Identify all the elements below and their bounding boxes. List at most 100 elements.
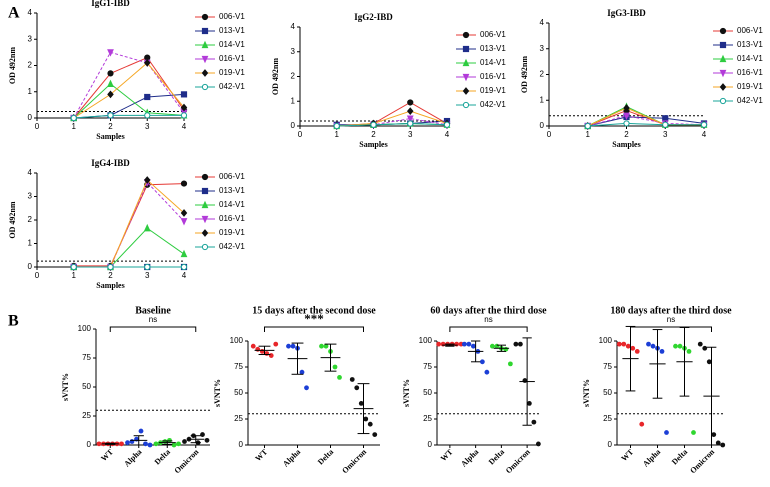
- marker: [144, 93, 151, 101]
- legend-label: 014-V1: [219, 40, 245, 49]
- y-tick-label: 0: [608, 440, 613, 449]
- y-tick-label: 0: [28, 113, 33, 122]
- y-tick-label: 4: [291, 22, 296, 31]
- data-point: [290, 343, 296, 349]
- marker: [333, 122, 340, 130]
- significance-bracket: [449, 326, 528, 332]
- data-point: [621, 341, 627, 347]
- marker: [143, 176, 151, 184]
- data-point: [138, 428, 144, 434]
- series-line: [336, 110, 448, 127]
- data-point: [125, 440, 130, 446]
- marker: [462, 101, 470, 109]
- x-tick-label: Omicron: [173, 447, 201, 475]
- marker: [201, 55, 209, 64]
- legend-label: 019-V1: [737, 82, 763, 91]
- y-tick-label: 3: [28, 192, 33, 201]
- legend-label: 013-V1: [219, 26, 245, 35]
- marker: [406, 115, 414, 123]
- data-point: [677, 343, 683, 349]
- marker: [201, 200, 209, 209]
- y-axis-label: OD 492nm: [271, 58, 280, 95]
- legend-label: 014-V1: [219, 200, 245, 209]
- x-tick-label: 2: [624, 130, 629, 139]
- marker: [623, 104, 630, 112]
- data-point: [646, 341, 651, 347]
- legend-label: 006-V1: [480, 30, 506, 39]
- marker: [180, 263, 188, 271]
- marker: [201, 13, 209, 21]
- y-tick-label: 0: [428, 440, 433, 449]
- x-tick-label: Delta: [153, 447, 172, 466]
- data-point: [484, 369, 490, 375]
- x-tick-label: 2: [108, 122, 113, 131]
- x-tick-label: 1: [72, 271, 77, 280]
- series-line: [587, 116, 705, 127]
- y-tick-label: 25: [234, 414, 243, 423]
- y-tick-label: 75: [82, 353, 91, 362]
- data-point: [354, 385, 360, 391]
- data-point: [200, 432, 205, 437]
- x-tick-label: Delta: [670, 447, 689, 466]
- x-tick-label: Omicron: [504, 447, 532, 475]
- data-point: [664, 430, 669, 435]
- y-tick-label: 0: [28, 262, 33, 271]
- y-tick-label: 0: [540, 121, 545, 130]
- data-point: [715, 440, 721, 446]
- chart-title: IgG3-IBD: [607, 8, 646, 18]
- x-tick-label: 2: [371, 130, 376, 139]
- x-tick-label: WT: [439, 447, 455, 463]
- legend-label: 042-V1: [480, 100, 506, 109]
- x-tick-label: 2: [108, 271, 113, 280]
- legend-label: 013-V1: [480, 44, 506, 53]
- data-point: [659, 349, 665, 354]
- data-point: [470, 343, 476, 349]
- data-point: [96, 441, 102, 447]
- marker: [662, 121, 669, 128]
- y-tick-label: 50: [234, 388, 243, 397]
- significance-bracket: [109, 326, 197, 332]
- y-axis-label: sVNT%: [402, 379, 411, 407]
- series-line: [587, 115, 705, 127]
- legend-label: 006-V1: [219, 172, 245, 181]
- series-line: [587, 122, 704, 127]
- y-tick-label: 4: [540, 18, 545, 27]
- legend-label: 042-V1: [737, 96, 763, 105]
- y-tick-label: 25: [603, 414, 612, 423]
- data-point: [686, 349, 692, 354]
- data-point: [517, 341, 523, 347]
- marker: [180, 249, 188, 258]
- marker: [180, 209, 188, 217]
- data-point: [630, 345, 636, 351]
- y-tick-label: 25: [82, 411, 91, 420]
- x-tick-label: 4: [182, 271, 187, 280]
- legend-label: 013-V1: [219, 186, 245, 195]
- data-point: [616, 341, 622, 347]
- y-tick-label: 100: [230, 336, 244, 345]
- x-tick-label: 4: [702, 130, 707, 139]
- significance-label: ***: [304, 311, 324, 326]
- data-point: [479, 359, 485, 365]
- data-point: [650, 343, 656, 349]
- y-tick-label: 3: [28, 34, 33, 43]
- y-axis-label: sVNT%: [213, 379, 222, 407]
- marker: [180, 112, 188, 119]
- y-axis-label: sVNT%: [61, 373, 70, 401]
- data-point: [349, 377, 355, 382]
- data-point: [332, 364, 338, 370]
- data-point: [673, 343, 678, 349]
- x-axis-label: Samples: [359, 140, 387, 149]
- series-line: [73, 83, 185, 119]
- marker: [623, 120, 630, 127]
- y-tick-label: 50: [82, 382, 91, 391]
- x-tick-label: 1: [335, 130, 340, 139]
- data-point: [323, 343, 329, 349]
- data-point: [129, 439, 135, 444]
- series-line: [73, 179, 185, 268]
- marker: [370, 121, 377, 128]
- y-tick-label: 0: [239, 440, 244, 449]
- series-line: [73, 114, 184, 119]
- y-tick-label: 2: [28, 61, 33, 70]
- legend-label: 014-V1: [480, 58, 506, 67]
